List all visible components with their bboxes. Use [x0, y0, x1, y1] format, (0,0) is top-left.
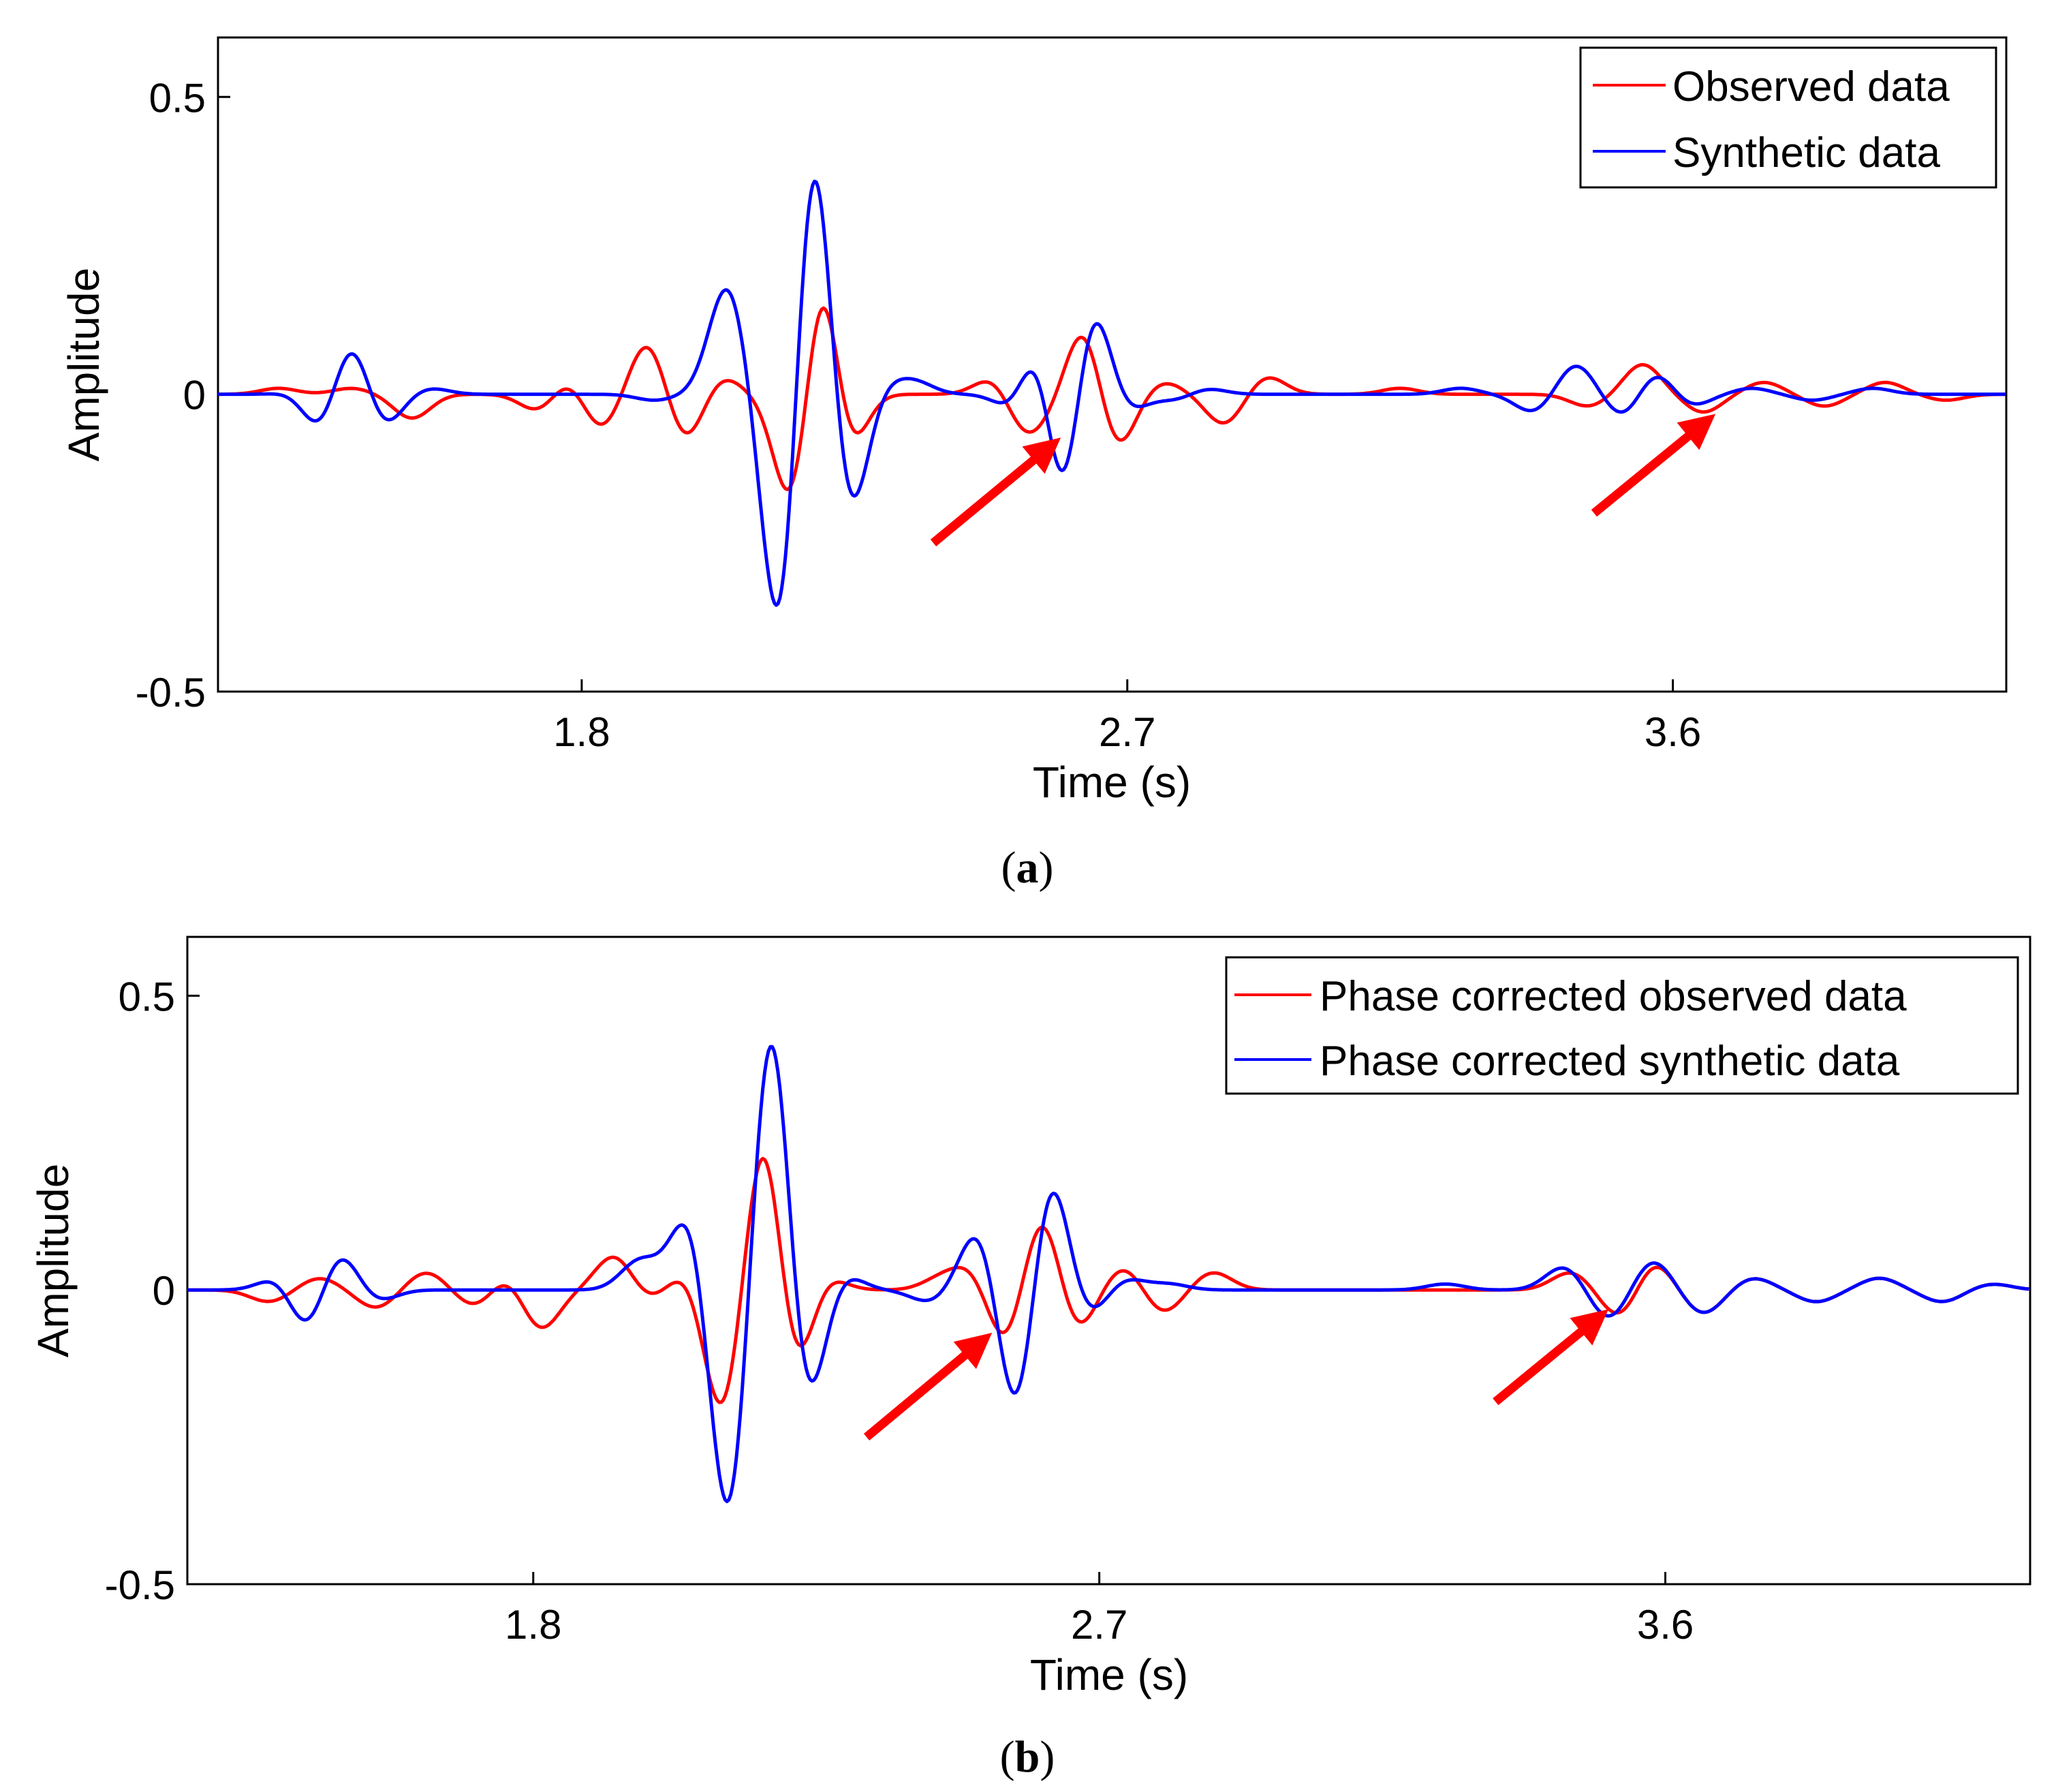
y-tick-label: 0.5 — [149, 75, 206, 121]
legend-box-b — [1225, 956, 2019, 1095]
legend-box-a — [1579, 46, 1997, 189]
series-line-observed — [218, 306, 2006, 491]
legend-label-synthetic: Synthetic data — [1672, 129, 1940, 176]
red-arrow-annotation — [930, 437, 1061, 546]
legend-label-phase-synthetic: Phase corrected synthetic data — [1320, 1038, 1900, 1085]
red-arrow-annotation — [863, 1332, 993, 1441]
series-lines-a — [218, 179, 2006, 607]
legend-a: Observed data Synthetic data — [1579, 46, 1997, 189]
y-tick-label: 0.5 — [119, 974, 175, 1019]
caption-b-letter: b — [1015, 1732, 1040, 1782]
x-axis-label-a: Time (s) — [1033, 758, 1191, 807]
y-tick-label: -0.5 — [105, 1562, 175, 1608]
x-tick-label: 3.6 — [1637, 1602, 1694, 1648]
red-arrow-annotation — [1591, 414, 1716, 517]
plot-frame-a — [217, 36, 2008, 693]
x-tick-label: 1.8 — [553, 709, 610, 755]
legend-label-observed: Observed data — [1672, 63, 1950, 110]
caption-b: (b) — [1000, 1732, 1055, 1782]
y-tick-label: 0 — [183, 373, 206, 418]
x-tick-label: 3.6 — [1645, 709, 1701, 755]
series-lines-b — [187, 1045, 2029, 1504]
x-tick-label: 2.7 — [1099, 709, 1155, 755]
x-ticks-a: 1.8 2.7 3.6 — [553, 679, 1701, 755]
y-ticks-b: -0.5 0 0.5 — [105, 974, 200, 1608]
annotations-b — [863, 1309, 1609, 1441]
y-axis-label-a: Amplitude — [59, 268, 108, 462]
x-axis-label-b: Time (s) — [1030, 1650, 1188, 1699]
x-tick-label: 1.8 — [505, 1602, 561, 1648]
red-arrow-annotation — [1493, 1309, 1609, 1406]
y-tick-label: 0 — [153, 1268, 175, 1314]
y-tick-label: -0.5 — [136, 670, 206, 715]
caption-a: (a) — [1001, 843, 1054, 893]
legend-label-phase-observed: Phase corrected observed data — [1320, 973, 1907, 1020]
series-line-synthetic — [187, 1045, 2029, 1504]
x-ticks-b: 1.8 2.7 3.6 — [505, 1572, 1694, 1648]
y-axis-label-b: Amplitude — [29, 1164, 78, 1358]
annotations-a — [930, 414, 1716, 546]
panel-b: -0.5 0 0.5 1.8 2.7 3.6 Time (s) Amplitude Ph… — [29, 936, 2031, 1782]
y-ticks-a: -0.5 0 0.5 — [136, 75, 230, 715]
plot-frame-b — [186, 936, 2031, 1586]
panel-a: -0.5 0 0.5 1.8 2.7 3.6 Time (s) Amplitude Ob… — [59, 36, 2008, 893]
caption-a-letter: a — [1016, 843, 1039, 893]
legend-b: Phase corrected observed data Phase corr… — [1225, 956, 2019, 1095]
x-tick-label: 2.7 — [1071, 1602, 1127, 1648]
series-line-synthetic — [218, 179, 2006, 607]
